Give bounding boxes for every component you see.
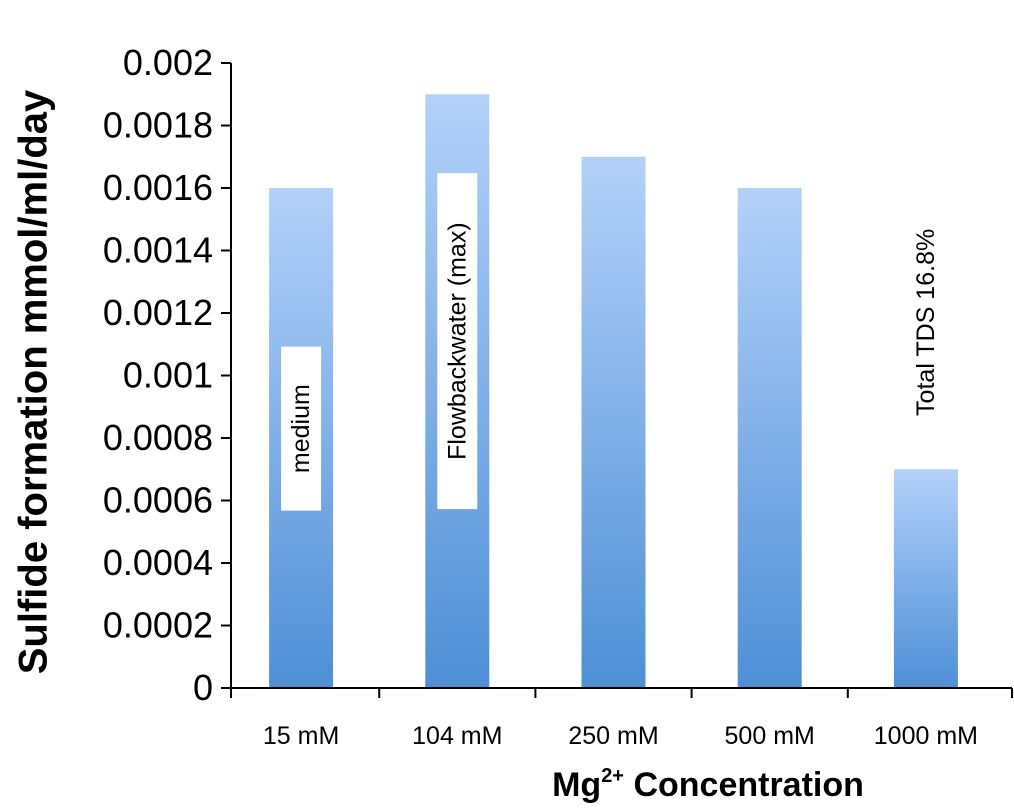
x-tick-label: 500 mM — [725, 722, 815, 750]
x-axis-title-suffix: Concentration — [624, 766, 864, 804]
y-tick-label: 0.0018 — [103, 105, 213, 146]
bar-500-mm — [737, 188, 802, 688]
x-axis-title: Mg2+ Concentration — [552, 765, 864, 805]
annotation-label: Total TDS 16.8% — [912, 229, 940, 416]
x-axis-title-superscript: 2+ — [601, 765, 624, 787]
x-tick-label: 15 mM — [263, 722, 339, 750]
x-axis-title-base: Mg — [552, 766, 602, 804]
x-tick-label: 250 mM — [568, 722, 658, 750]
annotation-label: Flowbackwater (max) — [443, 222, 471, 460]
annotation-box — [281, 346, 322, 511]
x-tick-label: 104 mM — [412, 722, 502, 750]
annotation-box — [437, 173, 478, 510]
y-tick-label: 0.0002 — [103, 605, 213, 646]
annotation-label: medium — [287, 384, 315, 473]
x-tick-label: 1000 mM — [874, 722, 978, 750]
y-tick-label: 0.002 — [123, 42, 213, 83]
y-tick-label: 0.0012 — [103, 292, 213, 333]
bar-1000-mm — [893, 469, 958, 688]
y-tick-label: 0.0014 — [103, 230, 213, 271]
y-tick-label: 0.0004 — [103, 542, 213, 583]
y-tick-label: 0.001 — [123, 355, 213, 396]
y-tick-label: 0.0006 — [103, 480, 213, 521]
bar-250-mm — [581, 156, 646, 688]
y-tick-label: 0.0008 — [103, 417, 213, 458]
y-tick-label: 0.0016 — [103, 167, 213, 208]
y-tick-label: 0 — [193, 667, 213, 708]
